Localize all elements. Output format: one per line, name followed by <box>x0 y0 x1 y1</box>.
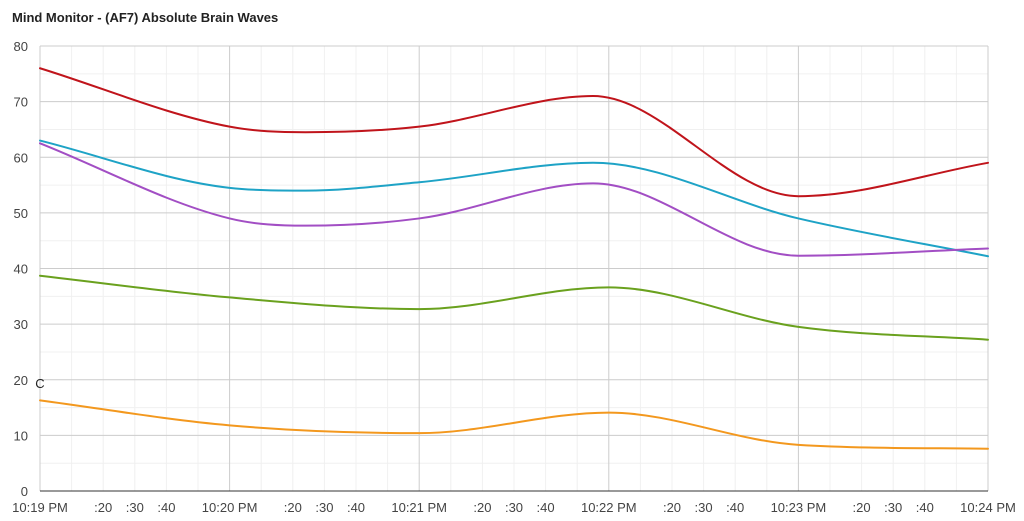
x-tick-label: :30 <box>126 500 144 515</box>
x-tick-label: :20 <box>473 500 491 515</box>
annotations: C <box>35 376 44 391</box>
y-tick-label: 40 <box>14 262 28 277</box>
y-tick-label: 0 <box>21 484 28 499</box>
y-tick-label: 30 <box>14 317 28 332</box>
x-tick-label: :30 <box>695 500 713 515</box>
x-tick-label: 10:19 PM <box>12 500 68 515</box>
x-tick-label: :20 <box>853 500 871 515</box>
x-tick-label: 10:23 PM <box>771 500 827 515</box>
x-tick-label: :40 <box>916 500 934 515</box>
y-axis-ticks: 0 10 20 30 40 50 60 70 80 <box>14 39 28 499</box>
major-grid <box>39 45 989 492</box>
x-tick-label: :20 <box>284 500 302 515</box>
y-tick-label: 70 <box>14 95 28 110</box>
y-tick-label: 20 <box>14 373 28 388</box>
y-tick-label: 50 <box>14 206 28 221</box>
series-line-5 <box>39 399 989 450</box>
x-tick-label: :40 <box>726 500 744 515</box>
x-axis-ticks: 10:19 PM :20 :30 :40 10:20 PM :20 :30 :40 10:21 … <box>12 500 1016 515</box>
x-tick-label: :20 <box>663 500 681 515</box>
x-tick-label: :40 <box>347 500 365 515</box>
x-tick-label: 10:20 PM <box>202 500 258 515</box>
series-line-2 <box>39 139 989 258</box>
x-tick-label: 10:24 PM <box>960 500 1016 515</box>
annotation-label: C <box>35 376 44 391</box>
x-tick-label: :40 <box>157 500 175 515</box>
y-tick-label: 80 <box>14 39 28 54</box>
x-tick-label: :20 <box>94 500 112 515</box>
x-tick-label: :30 <box>884 500 902 515</box>
x-tick-label: 10:21 PM <box>391 500 447 515</box>
series-line-3 <box>39 142 989 257</box>
x-tick-label: :30 <box>505 500 523 515</box>
series-line-4 <box>39 274 989 341</box>
y-tick-label: 10 <box>14 428 28 443</box>
series-layer <box>39 67 989 450</box>
y-tick-label: 60 <box>14 150 28 165</box>
series-line-1 <box>39 67 989 198</box>
x-tick-label: 10:22 PM <box>581 500 637 515</box>
x-tick-label: :30 <box>315 500 333 515</box>
chart-title: Mind Monitor - (AF7) Absolute Brain Wave… <box>12 10 279 25</box>
x-tick-label: :40 <box>537 500 555 515</box>
